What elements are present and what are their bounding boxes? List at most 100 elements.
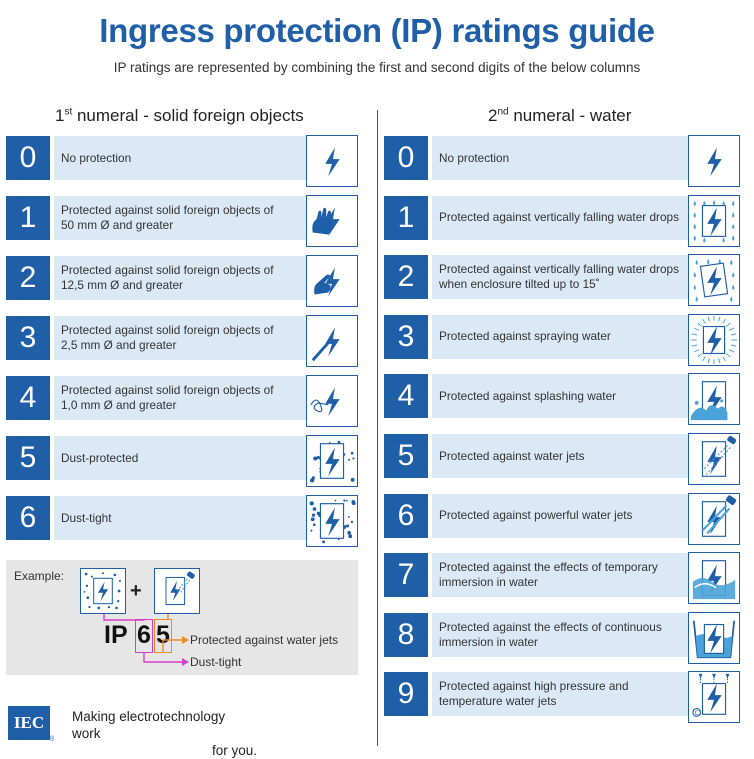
rating-description: Protected against solid foreign objects … [61,316,302,360]
tilted-drops-icon [688,254,740,307]
rating-description: Protected against the effects of tempora… [439,553,684,597]
water-row-9: 9 Protected against high pressure and temp… [384,671,740,724]
rating-digit: 3 [6,316,50,360]
rating-description: No protection [61,136,302,180]
rating-digit: 0 [6,136,50,180]
rating-description: No protection [439,136,684,180]
description-line1: No protection [439,150,510,165]
description-line1: No protection [61,150,132,165]
rating-digit: 8 [384,612,428,657]
registered-mark: ® [49,736,55,743]
water-row-1: 1 Protected against vertically falling wa… [384,194,740,247]
water-row-3: 3 Protected against spraying water [384,313,740,366]
bolt-icon [306,135,358,187]
hand-icon [306,195,358,247]
description-line2: 1,0 mm Ø and greater [61,398,177,412]
rating-description: Protected against vertically falling wat… [439,255,684,299]
solids-row-1: 1 Protected against solid foreign objects… [6,195,358,247]
rating-digit: 9 [384,672,428,717]
rating-digit: 3 [384,314,428,359]
example-connectors [103,614,189,666]
solids-row-6: 6 Dust-tight [6,495,358,547]
description-line1: Protected against the effects of continu… [439,619,662,634]
description-line2: when enclosure tilted up to 15˚ [439,277,600,292]
rating-description: Protected against splashing water [439,374,684,418]
rating-description: Dust-protected [61,436,302,480]
solids-row-4: 4 Protected against solid foreign objects… [6,375,358,427]
water-jet-icon [154,568,200,614]
second-digit-meaning: Protected against water jets [190,633,339,647]
rating-digit: 1 [6,196,50,240]
rating-digit: 4 [6,376,50,420]
water-jet-icon [688,433,740,485]
ip-second-digit: 5 [156,621,170,649]
water-row-8: 8 Protected against the effects of contin… [384,611,740,664]
rating-digit: 7 [384,553,428,598]
description-line1: Protected against powerful water jets [439,508,633,523]
rating-description: Protected against powerful water jets [439,494,684,538]
high-pressure-icon: C [688,671,740,724]
spray-icon [688,313,740,366]
description-line1: Protected against vertically falling wat… [439,262,679,277]
solids-row-0: 0 No protection [6,135,358,187]
example-panel: Example: + IP 6 5 Protected against wate… [6,560,358,675]
vertical-drops-icon [688,194,740,247]
wire-icon [306,375,358,427]
solids-row-5: 5 Dust-protected [6,435,358,487]
svg-text:C: C [695,711,699,717]
rating-description: Protected against spraying water [439,315,684,359]
tagline: Making electrotechnology work for you. [72,708,257,759]
rating-description: Protected against vertically falling wat… [439,196,684,240]
solids-row-2: 2 Protected against solid foreign objects… [6,255,358,307]
description-line1: Protected against spraying water [439,329,611,344]
rating-digit: 1 [384,195,428,240]
splash-icon [688,373,740,426]
description-line1: Protected against high pressure and [439,679,629,694]
rating-digit: 2 [384,255,428,300]
dust-protected-icon [306,435,358,487]
description-line2: temperature water jets [439,694,557,709]
description-line1: Protected against solid foreign objects … [61,203,274,217]
iec-logo: IEC [8,706,50,740]
tagline-line2: for you. [211,743,257,758]
water-row-6: 6 Protected against powerful water jets [384,492,740,545]
description-line1: Protected against the effects of tempora… [439,560,658,575]
water-row-2: 2 Protected against vertically falling wa… [384,254,740,307]
rating-description: Protected against solid foreign objects … [61,376,302,420]
plus-sign: + [130,580,142,602]
powerful-jet-icon [688,492,740,545]
first-digit-meaning: Dust-tight [190,655,242,669]
dust-tight-icon [306,495,358,547]
description-line1: Protected against vertically falling wat… [439,210,679,225]
description-line2: immersion in water [439,634,538,649]
page-subtitle: IP ratings are represented by combining … [113,60,641,75]
rating-digit: 0 [384,136,428,180]
tool-icon [306,315,358,367]
bolt-icon [688,135,740,187]
finger-icon [306,255,358,307]
column-divider [377,110,378,746]
description-line1: Dust-protected [61,450,139,465]
page-title: Ingress protection (IP) ratings guide [99,12,655,49]
description-line1: Protected against solid foreign objects … [61,263,274,277]
water-row-0: 0 No protection [384,135,740,187]
description-line1: Protected against solid foreign objects … [61,383,274,397]
rating-description: Protected against solid foreign objects … [61,256,302,300]
water-row-4: 4 Protected against splashing water [384,373,740,426]
example-label: Example: [14,569,65,583]
description-line1: Protected against water jets [439,448,585,463]
continuous-immersion-icon [688,611,740,664]
water-column-header: 2nd numeral - water [488,106,632,125]
description-line1: Protected against splashing water [439,388,617,403]
rating-digit: 5 [384,434,428,478]
water-row-7: 7 Protected against the effects of tempor… [384,552,740,605]
water-row-5: 5 Protected against water jets [384,433,740,485]
rating-description: Protected against the effects of continu… [439,613,684,657]
description-line2: immersion in water [439,575,538,590]
rating-description: Dust-tight [61,496,302,540]
description-line2: 2,5 mm Ø and greater [61,338,177,352]
rating-description: Protected against solid foreign objects … [61,196,302,240]
ip-prefix: IP [104,621,128,649]
temporary-immersion-icon [688,552,740,605]
rating-digit: 6 [384,493,428,538]
